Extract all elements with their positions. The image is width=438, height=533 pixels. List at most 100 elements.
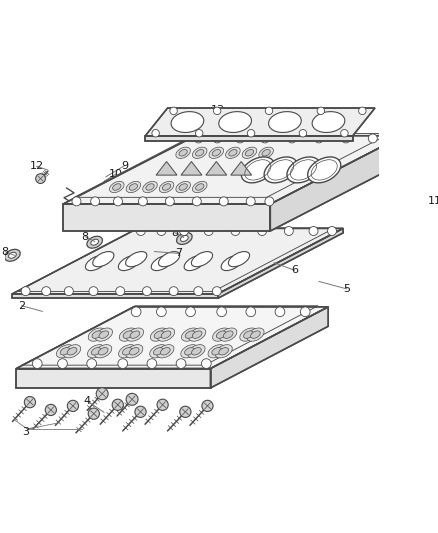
Circle shape	[341, 130, 348, 137]
Ellipse shape	[245, 150, 254, 156]
Ellipse shape	[119, 328, 137, 341]
Ellipse shape	[241, 157, 274, 183]
Circle shape	[176, 359, 186, 368]
Ellipse shape	[85, 255, 107, 271]
Circle shape	[194, 287, 203, 296]
Ellipse shape	[159, 181, 174, 192]
Ellipse shape	[405, 190, 424, 204]
Ellipse shape	[110, 181, 124, 192]
Circle shape	[265, 107, 273, 115]
Ellipse shape	[180, 236, 188, 241]
Ellipse shape	[192, 181, 207, 192]
Text: 5: 5	[343, 284, 350, 294]
Circle shape	[138, 197, 147, 206]
Circle shape	[156, 307, 166, 317]
Ellipse shape	[143, 181, 157, 192]
Ellipse shape	[118, 255, 140, 271]
Ellipse shape	[209, 147, 224, 158]
Circle shape	[64, 287, 73, 296]
Circle shape	[275, 307, 285, 317]
Circle shape	[368, 134, 377, 143]
Ellipse shape	[215, 345, 232, 358]
Polygon shape	[181, 161, 202, 175]
Polygon shape	[156, 161, 177, 175]
Ellipse shape	[287, 157, 320, 183]
Circle shape	[219, 197, 228, 206]
Circle shape	[258, 227, 267, 236]
Ellipse shape	[113, 184, 121, 190]
Circle shape	[157, 399, 168, 410]
Ellipse shape	[129, 348, 139, 355]
Ellipse shape	[160, 348, 170, 355]
Circle shape	[35, 174, 46, 183]
Ellipse shape	[212, 348, 222, 355]
Circle shape	[314, 134, 323, 143]
Ellipse shape	[176, 147, 191, 158]
Text: 10: 10	[110, 169, 124, 179]
Ellipse shape	[221, 255, 242, 271]
Ellipse shape	[5, 249, 20, 261]
Circle shape	[42, 287, 51, 296]
Circle shape	[287, 134, 297, 143]
Ellipse shape	[126, 181, 141, 192]
Polygon shape	[145, 108, 375, 136]
Circle shape	[309, 227, 318, 236]
Text: 2: 2	[18, 301, 25, 311]
Ellipse shape	[208, 345, 225, 358]
Ellipse shape	[157, 328, 175, 341]
Circle shape	[88, 408, 99, 419]
Ellipse shape	[91, 348, 101, 355]
Circle shape	[67, 400, 78, 411]
Circle shape	[113, 197, 123, 206]
Ellipse shape	[191, 252, 212, 266]
Polygon shape	[218, 228, 343, 298]
Circle shape	[96, 387, 108, 400]
Circle shape	[147, 359, 157, 368]
Ellipse shape	[179, 150, 187, 156]
Text: 4: 4	[84, 396, 91, 406]
Ellipse shape	[219, 328, 237, 341]
Ellipse shape	[88, 328, 106, 341]
Text: 8: 8	[171, 228, 179, 238]
Circle shape	[89, 287, 98, 296]
Text: 12: 12	[30, 161, 44, 171]
Circle shape	[157, 227, 166, 236]
Ellipse shape	[91, 239, 99, 245]
Ellipse shape	[150, 345, 167, 358]
Ellipse shape	[92, 331, 102, 338]
Circle shape	[202, 400, 213, 411]
Circle shape	[217, 307, 226, 317]
Circle shape	[341, 134, 350, 143]
Circle shape	[180, 227, 188, 236]
Circle shape	[284, 227, 293, 236]
Ellipse shape	[191, 348, 201, 355]
Ellipse shape	[157, 345, 174, 358]
Circle shape	[118, 359, 127, 368]
Text: 11: 11	[428, 196, 438, 206]
Ellipse shape	[176, 181, 191, 192]
Circle shape	[112, 399, 124, 410]
Polygon shape	[63, 136, 403, 204]
Ellipse shape	[179, 184, 187, 190]
Circle shape	[387, 134, 396, 143]
Ellipse shape	[188, 328, 206, 341]
Ellipse shape	[247, 328, 264, 341]
Polygon shape	[145, 136, 353, 141]
Ellipse shape	[184, 348, 194, 355]
Ellipse shape	[123, 331, 133, 338]
Circle shape	[169, 287, 178, 296]
Ellipse shape	[153, 348, 163, 355]
Circle shape	[247, 130, 255, 137]
Ellipse shape	[161, 331, 171, 338]
Ellipse shape	[195, 150, 204, 156]
Ellipse shape	[57, 345, 74, 358]
Ellipse shape	[223, 331, 233, 338]
Ellipse shape	[95, 345, 112, 358]
Circle shape	[265, 197, 274, 206]
Circle shape	[246, 307, 256, 317]
Circle shape	[142, 287, 152, 296]
Ellipse shape	[240, 328, 257, 341]
Ellipse shape	[188, 345, 205, 358]
Circle shape	[152, 130, 159, 137]
Circle shape	[87, 359, 96, 368]
